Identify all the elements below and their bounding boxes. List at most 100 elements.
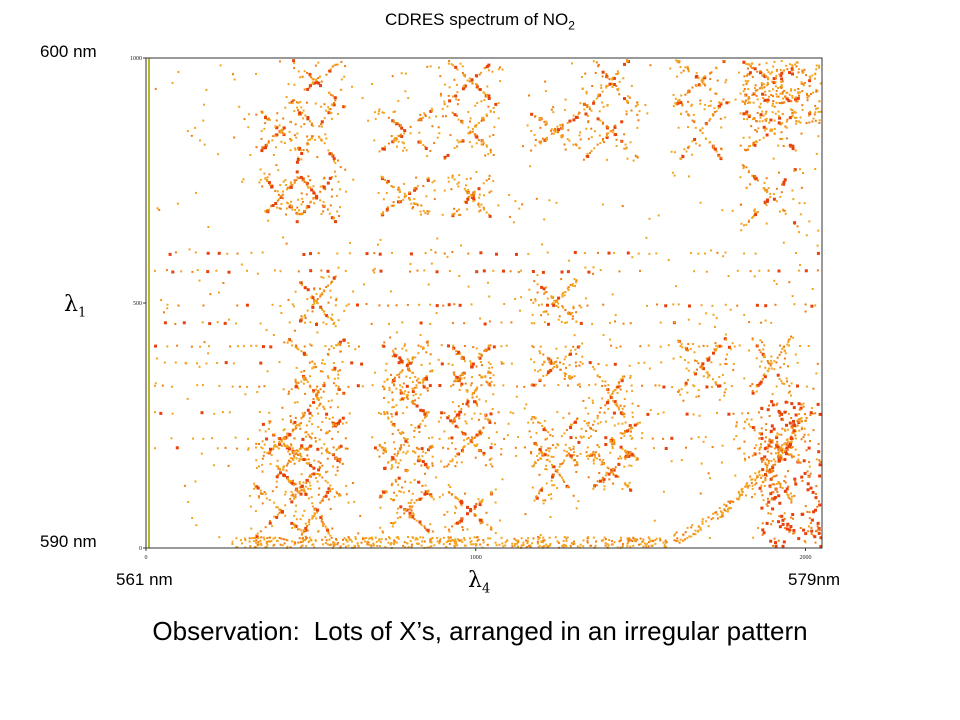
- spectrum-dot: [419, 113, 422, 116]
- spectrum-dot: [559, 368, 562, 371]
- spectrum-dot: [339, 350, 342, 353]
- spectrum-dot: [791, 112, 794, 114]
- spectrum-dot: [731, 342, 734, 345]
- spectrum-dot: [337, 387, 340, 390]
- spectrum-dot: [545, 286, 548, 289]
- spectrum-dot: [488, 419, 491, 422]
- spectrum-dot: [419, 118, 422, 121]
- spectrum-dot: [298, 424, 301, 427]
- spectrum-dot: [623, 375, 626, 378]
- spectrum-dot: [401, 369, 404, 372]
- spectrum-dot: [413, 188, 417, 192]
- spectrum-dot: [448, 414, 450, 417]
- spectrum-dot: [578, 304, 581, 307]
- spectrum-dot: [756, 344, 759, 347]
- spectrum-dot: [417, 377, 420, 380]
- spectrum-dot: [325, 286, 328, 288]
- spectrum-dot: [753, 214, 755, 217]
- spectrum-dot: [413, 202, 416, 205]
- spectrum-dot: [241, 542, 243, 545]
- spectrum-dot: [611, 76, 614, 79]
- spectrum-dot: [494, 501, 497, 504]
- spectrum-dot: [719, 117, 722, 120]
- spectrum-dot: [714, 92, 717, 95]
- spectrum-dot: [566, 536, 569, 539]
- spectrum-dot: [542, 428, 546, 432]
- spectrum-dot: [541, 137, 544, 140]
- spectrum-dot: [302, 540, 304, 543]
- spectrum-dot: [792, 406, 796, 410]
- spectrum-dot: [772, 464, 775, 467]
- spectrum-dot: [300, 484, 304, 488]
- spectrum-dot: [756, 111, 759, 114]
- spectrum-dot: [784, 349, 786, 352]
- spectrum-dot: [287, 479, 290, 482]
- spectrum-dot: [809, 411, 813, 415]
- spectrum-dot: [485, 113, 488, 116]
- spectrum-dot: [320, 452, 323, 455]
- spectrum-dot: [326, 269, 330, 273]
- spectrum-dot: [299, 492, 303, 496]
- spectrum-dot: [292, 305, 295, 308]
- spectrum-dot: [305, 478, 309, 482]
- spectrum-dot: [755, 357, 758, 360]
- spectrum-dot: [720, 126, 723, 129]
- spectrum-dot: [324, 525, 327, 528]
- spectrum-dot: [277, 198, 280, 201]
- spectrum-dot: [605, 420, 607, 423]
- spectrum-dot: [772, 544, 775, 547]
- spectrum-dot: [339, 444, 343, 448]
- spectrum-dot: [415, 379, 418, 382]
- spectrum-dot: [776, 482, 778, 485]
- spectrum-dot: [767, 361, 770, 364]
- spectrum-dot: [448, 270, 451, 273]
- spectrum-dot: [453, 371, 456, 374]
- spectrum-dot: [788, 143, 792, 147]
- spectrum-dot: [772, 65, 775, 68]
- spectrum-dot: [333, 96, 337, 100]
- spectrum-dot: [535, 444, 538, 447]
- spectrum-dot: [602, 105, 605, 108]
- spectrum-dot: [395, 122, 398, 124]
- spectrum-dot: [563, 480, 566, 483]
- spectrum-dot: [817, 531, 821, 535]
- spectrum-dot: [414, 426, 417, 429]
- spectrum-dot: [403, 132, 406, 135]
- spectrum-dot: [694, 359, 696, 362]
- spectrum-dot: [264, 430, 267, 433]
- spectrum-dot: [730, 507, 733, 510]
- spectrum-dot: [763, 375, 767, 379]
- spectrum-dot: [567, 286, 570, 289]
- spectrum-dot: [289, 181, 292, 184]
- spectrum-dot: [687, 100, 689, 103]
- spectrum-dot: [549, 544, 552, 547]
- spectrum-dot: [325, 527, 328, 530]
- spectrum-dot: [321, 359, 324, 362]
- spectrum-dot: [206, 251, 210, 255]
- spectrum-dot: [533, 133, 536, 136]
- spectrum-dot: [341, 416, 345, 420]
- spectrum-dot: [748, 73, 751, 76]
- spectrum-dot: [264, 116, 267, 120]
- spectrum-dot: [557, 384, 560, 386]
- spectrum-dot: [257, 541, 260, 543]
- spectrum-dot: [319, 306, 322, 309]
- spectrum-dot: [751, 383, 754, 386]
- spectrum-dot: [727, 412, 731, 416]
- spectrum-dot: [561, 123, 564, 126]
- spectrum-dot: [564, 309, 567, 312]
- spectrum-dot: [429, 303, 432, 306]
- spectrum-dot: [273, 445, 275, 448]
- spectrum-dot: [455, 542, 458, 545]
- spectrum-dot: [539, 422, 542, 425]
- spectrum-dot: [426, 177, 429, 180]
- spectrum-dot: [740, 493, 743, 496]
- spectrum-dot: [514, 543, 516, 545]
- spectrum-dot: [596, 480, 599, 483]
- spectrum-dot: [732, 412, 735, 415]
- spectrum-dot: [295, 457, 298, 460]
- spectrum-dot: [482, 541, 485, 544]
- spectrum-dot: [415, 384, 418, 387]
- spectrum-dot: [317, 473, 320, 475]
- spectrum-dot: [625, 146, 628, 149]
